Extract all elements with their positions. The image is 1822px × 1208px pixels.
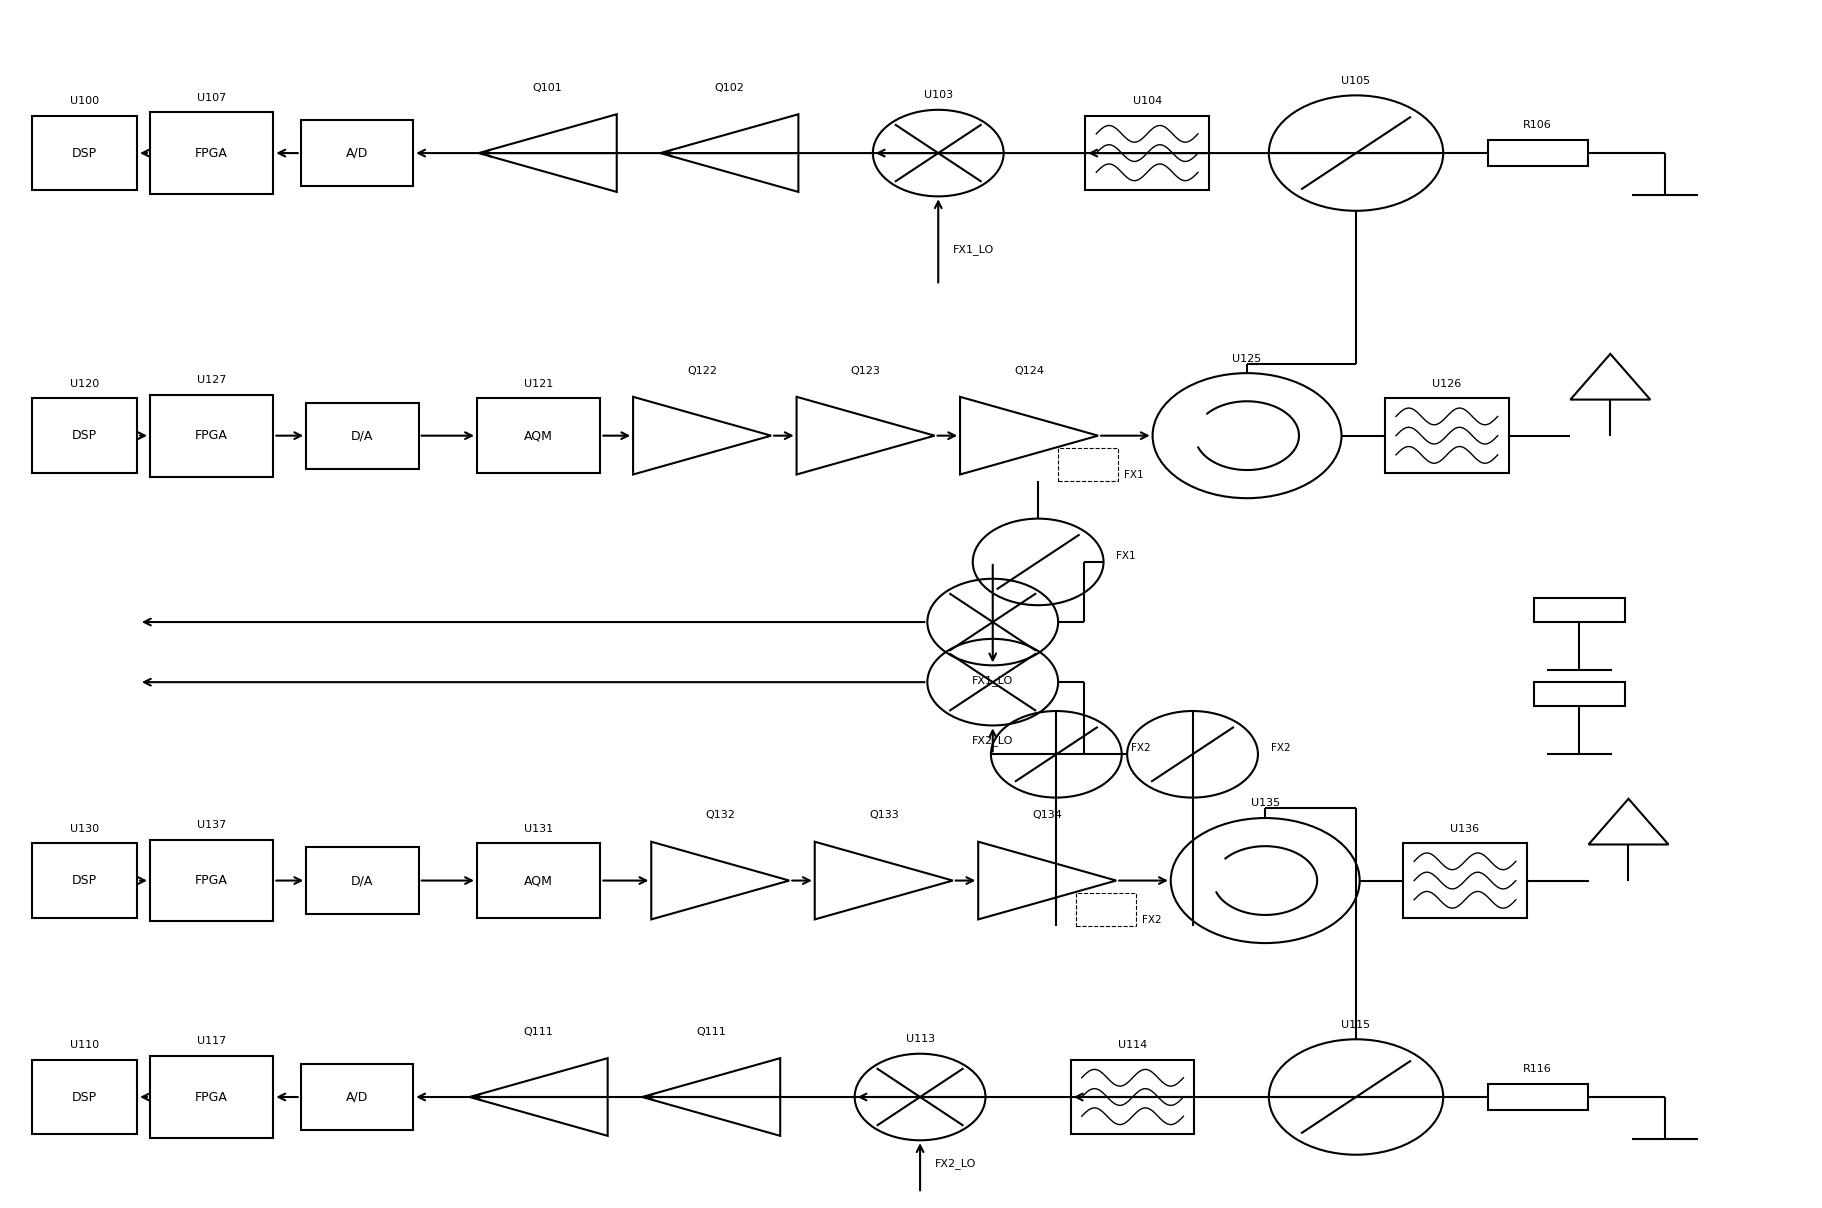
Bar: [31, 1059, 137, 1134]
Text: FX2: FX2: [1142, 916, 1161, 925]
Text: U125: U125: [1232, 354, 1261, 364]
Text: U107: U107: [197, 93, 226, 103]
Bar: [1077, 893, 1137, 927]
Text: FX2_LO: FX2_LO: [973, 734, 1013, 747]
Bar: [31, 399, 137, 474]
Text: U137: U137: [197, 820, 226, 830]
Text: U117: U117: [197, 1036, 226, 1046]
Bar: [149, 395, 273, 476]
Text: FX1_LO: FX1_LO: [953, 244, 995, 255]
Bar: [1489, 140, 1587, 167]
Bar: [301, 1064, 414, 1129]
Text: U120: U120: [69, 379, 98, 389]
Text: AQM: AQM: [525, 875, 554, 887]
Text: FPGA: FPGA: [195, 146, 228, 159]
Text: Q133: Q133: [869, 811, 898, 820]
Text: U127: U127: [197, 376, 226, 385]
Text: Q124: Q124: [1015, 366, 1044, 376]
Text: U110: U110: [69, 1040, 98, 1050]
Bar: [149, 1056, 273, 1138]
Text: FPGA: FPGA: [195, 429, 228, 442]
Text: U130: U130: [69, 824, 98, 834]
Bar: [477, 843, 601, 918]
Text: Q102: Q102: [714, 83, 745, 93]
Bar: [31, 116, 137, 191]
Text: U131: U131: [525, 824, 554, 834]
Text: FX1_LO: FX1_LO: [973, 675, 1013, 686]
Text: DSP: DSP: [71, 146, 97, 159]
Text: DSP: DSP: [71, 429, 97, 442]
Text: U104: U104: [1133, 97, 1162, 106]
Text: U105: U105: [1341, 76, 1370, 86]
Text: R116: R116: [1523, 1064, 1552, 1074]
Bar: [149, 840, 273, 922]
Text: Q132: Q132: [705, 811, 736, 820]
Text: FPGA: FPGA: [195, 1091, 228, 1103]
Bar: [306, 402, 419, 469]
Text: FX1: FX1: [1117, 551, 1135, 561]
Bar: [301, 120, 414, 186]
Text: Q111: Q111: [523, 1027, 554, 1036]
Text: U114: U114: [1119, 1040, 1148, 1050]
Text: U103: U103: [924, 91, 953, 100]
Bar: [1534, 683, 1625, 707]
Text: A/D: A/D: [346, 146, 368, 159]
Text: U136: U136: [1450, 824, 1479, 834]
Bar: [1071, 1059, 1195, 1134]
Text: U100: U100: [69, 97, 98, 106]
Bar: [1086, 116, 1208, 191]
Text: AQM: AQM: [525, 429, 554, 442]
Bar: [306, 848, 419, 913]
Bar: [149, 112, 273, 194]
Text: FX2: FX2: [1270, 743, 1290, 754]
Text: D/A: D/A: [352, 875, 374, 887]
Bar: [1534, 598, 1625, 622]
Text: FPGA: FPGA: [195, 875, 228, 887]
Text: FX1: FX1: [1124, 470, 1142, 481]
Bar: [31, 843, 137, 918]
Text: U115: U115: [1341, 1020, 1370, 1029]
Bar: [1489, 1084, 1587, 1110]
Text: Q122: Q122: [687, 366, 718, 376]
Bar: [477, 399, 601, 474]
Text: FX2_LO: FX2_LO: [935, 1158, 977, 1169]
Text: U113: U113: [906, 1034, 935, 1044]
Text: A/D: A/D: [346, 1091, 368, 1103]
Text: Q123: Q123: [851, 366, 880, 376]
Text: DSP: DSP: [71, 1091, 97, 1103]
Text: U121: U121: [525, 379, 554, 389]
Text: FX2: FX2: [1131, 743, 1150, 754]
Text: D/A: D/A: [352, 429, 374, 442]
Text: Q134: Q134: [1033, 811, 1062, 820]
Bar: [1059, 448, 1119, 481]
Text: U135: U135: [1250, 798, 1279, 808]
Text: R106: R106: [1523, 121, 1552, 130]
Text: Q111: Q111: [696, 1027, 725, 1036]
Text: Q101: Q101: [532, 83, 563, 93]
Text: U126: U126: [1432, 379, 1461, 389]
Text: DSP: DSP: [71, 875, 97, 887]
Bar: [1385, 399, 1509, 474]
Bar: [1403, 843, 1527, 918]
